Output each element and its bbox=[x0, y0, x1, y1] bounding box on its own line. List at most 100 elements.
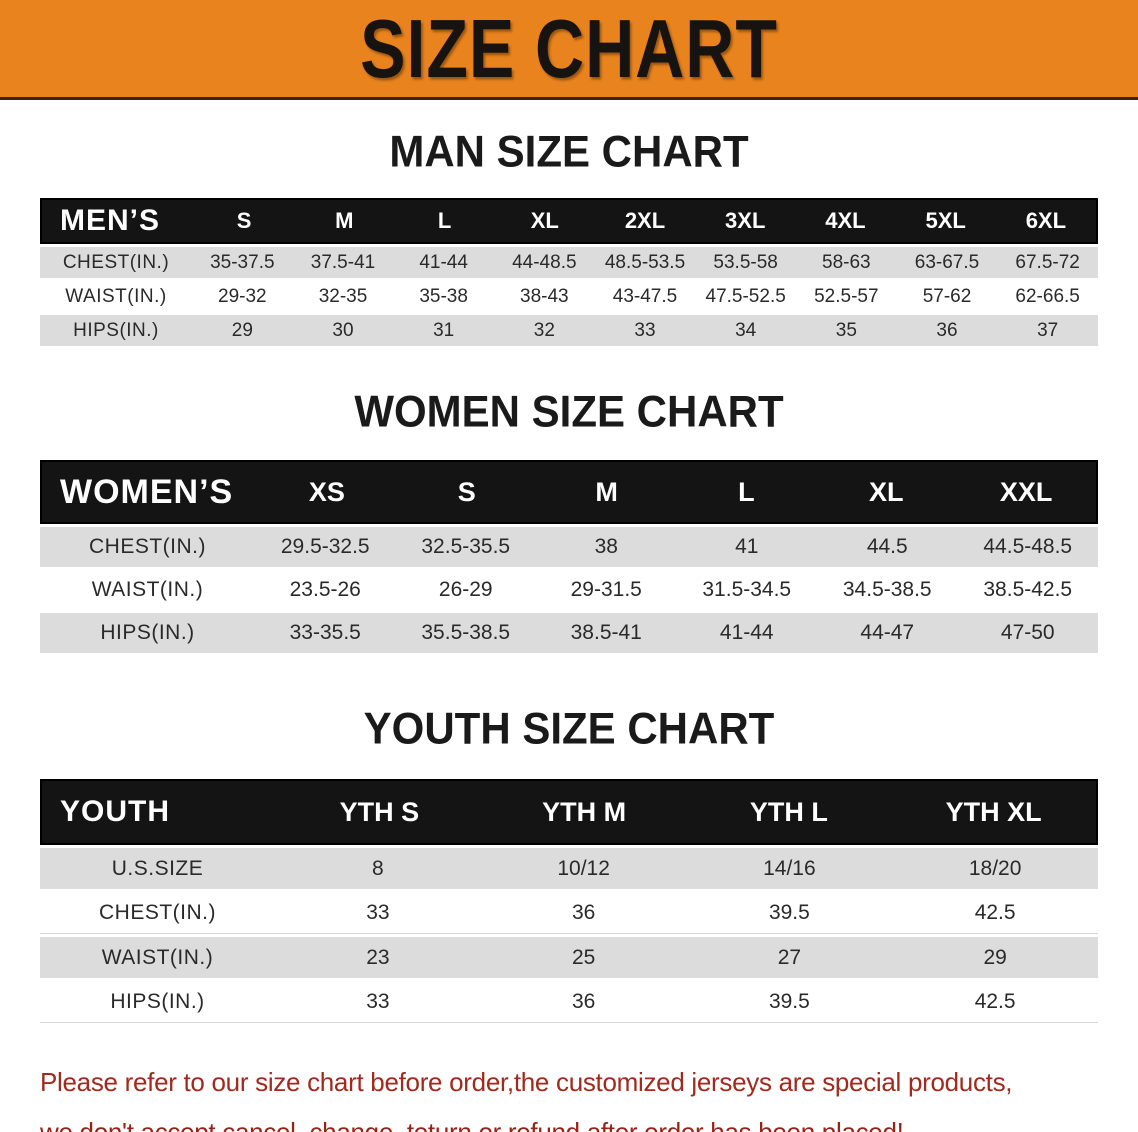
size-value-cell: 36 bbox=[936, 319, 958, 341]
page-title: SIZE CHART bbox=[360, 2, 778, 95]
size-value-cell: 26-29 bbox=[438, 578, 493, 601]
disclaimer-note: Please refer to our size chart before or… bbox=[40, 1057, 1138, 1132]
column-header: XL bbox=[530, 208, 559, 233]
column-header: XL bbox=[868, 476, 904, 507]
size-value-cell: 34 bbox=[735, 319, 757, 341]
size-value-cell: 18/20 bbox=[968, 856, 1022, 880]
size-value-cell: 33 bbox=[366, 989, 390, 1013]
size-value-cell: 29.5-32.5 bbox=[280, 535, 370, 558]
size-value-cell: 38-43 bbox=[520, 285, 569, 307]
size-value-cell: 32.5-35.5 bbox=[421, 535, 511, 558]
size-value-cell: 52.5-57 bbox=[814, 285, 879, 307]
column-header: XS bbox=[308, 476, 345, 507]
size-value-cell: 39.5 bbox=[768, 989, 810, 1013]
column-header: 2XL bbox=[624, 208, 666, 233]
size-value-cell: 29 bbox=[983, 945, 1007, 969]
size-value-cell: 48.5-53.5 bbox=[604, 251, 686, 273]
row-label: CHEST(IN.) bbox=[62, 251, 170, 273]
table-header-row: MEN’S S M L XL 2XL 3XL 4XL 5XL 6XL bbox=[40, 198, 1098, 244]
column-header: S bbox=[457, 476, 476, 507]
men-size-table: MEN’S S M L XL 2XL 3XL 4XL 5XL 6XL CHEST(IN.) 35-37… bbox=[40, 198, 1098, 346]
size-value-cell: 47.5-52.5 bbox=[705, 285, 786, 307]
size-value-cell: 41-44 bbox=[719, 621, 774, 644]
column-header: YTH M bbox=[542, 796, 627, 827]
size-value-cell: 57-62 bbox=[922, 285, 972, 307]
column-header: 6XL bbox=[1025, 208, 1067, 233]
row-label: HIPS(IN.) bbox=[110, 989, 205, 1013]
size-value-cell: 36 bbox=[571, 989, 596, 1013]
row-label: U.S.SIZE bbox=[111, 856, 204, 880]
youth-size-table: YOUTH YTH S YTH M YTH L YTH XL U.S.SIZE 8 10/12… bbox=[40, 779, 1098, 1023]
row-label: WAIST(IN.) bbox=[91, 578, 204, 601]
table-row: HIPS(IN.) 33 36 39.5 42.5 bbox=[40, 981, 1098, 1023]
size-value-cell: 35-37.5 bbox=[210, 251, 275, 273]
table-row: WAIST(IN.) 23.5-26 26-29 29-31.5 31.5-34.5 34… bbox=[40, 570, 1098, 610]
women-size-table: WOMEN’S XS S M L XL XXL CHEST(IN.) 29.5-32.5 32.5… bbox=[40, 460, 1098, 653]
size-value-cell: 23.5-26 bbox=[289, 578, 361, 601]
size-value-cell: 43-47.5 bbox=[612, 285, 678, 307]
youth-section-heading: YOUTH SIZE CHART bbox=[363, 703, 775, 754]
size-value-cell: 44.5-48.5 bbox=[983, 535, 1073, 558]
row-label: WAIST(IN.) bbox=[101, 945, 214, 969]
size-value-cell: 58-63 bbox=[822, 251, 871, 273]
row-label: WAIST(IN.) bbox=[65, 285, 167, 307]
size-value-cell: 25 bbox=[571, 945, 596, 969]
disclaimer-line-2: we don't accept cancel, change, teturn o… bbox=[40, 1117, 904, 1132]
size-value-cell: 32-35 bbox=[318, 285, 368, 307]
size-value-cell: 39.5 bbox=[768, 900, 810, 924]
table-header-row: YOUTH YTH S YTH M YTH L YTH XL bbox=[40, 779, 1098, 845]
size-value-cell: 63-67.5 bbox=[914, 251, 980, 273]
size-value-cell: 67.5-72 bbox=[1015, 251, 1080, 273]
table-group-label: MEN’S bbox=[60, 204, 161, 237]
size-value-cell: 44-47 bbox=[860, 621, 915, 644]
size-value-cell: 62-66.5 bbox=[1015, 285, 1080, 307]
column-header: S bbox=[236, 208, 252, 233]
row-label: HIPS(IN.) bbox=[73, 319, 159, 341]
table-header-row: WOMEN’S XS S M L XL XXL bbox=[40, 460, 1098, 524]
size-value-cell: 37.5-41 bbox=[310, 251, 376, 273]
size-value-cell: 10/12 bbox=[557, 856, 610, 880]
column-header: 5XL bbox=[925, 208, 966, 233]
table-row: CHEST(IN.) 29.5-32.5 32.5-35.5 38 41 44.5 44.5… bbox=[40, 527, 1098, 567]
column-header: 3XL bbox=[725, 208, 766, 233]
table-row: HIPS(IN.) 29 30 31 32 33 34 35 36 37 bbox=[40, 315, 1098, 346]
size-value-cell: 41 bbox=[735, 535, 759, 558]
column-header: YTH L bbox=[749, 796, 828, 827]
column-header: M bbox=[335, 208, 354, 233]
table-row: U.S.SIZE 8 10/12 14/16 18/20 bbox=[40, 848, 1098, 889]
size-value-cell: 53.5-58 bbox=[713, 251, 778, 273]
column-header: M bbox=[595, 476, 618, 507]
banner: SIZE CHART bbox=[0, 0, 1138, 100]
size-value-cell: 34.5-38.5 bbox=[842, 578, 932, 601]
column-header: L bbox=[437, 208, 452, 233]
size-value-cell: 29-32 bbox=[218, 285, 267, 307]
column-header: YTH S bbox=[339, 796, 420, 827]
column-header: XXL bbox=[999, 476, 1053, 507]
row-label: HIPS(IN.) bbox=[100, 621, 195, 644]
size-value-cell: 47-50 bbox=[1000, 621, 1055, 644]
table-row: WAIST(IN.) 29-32 32-35 35-38 38-43 43-47.5 47.… bbox=[40, 281, 1098, 312]
size-value-cell: 44.5 bbox=[866, 535, 908, 558]
size-value-cell: 23 bbox=[366, 945, 390, 969]
size-value-cell: 30 bbox=[332, 319, 354, 341]
size-value-cell: 35 bbox=[835, 319, 857, 341]
size-value-cell: 33-35.5 bbox=[289, 621, 361, 644]
table-row: CHEST(IN.) 35-37.5 37.5-41 41-44 44-48.5 48.5… bbox=[40, 247, 1098, 278]
size-value-cell: 29 bbox=[231, 319, 253, 341]
women-section-heading: WOMEN SIZE CHART bbox=[354, 386, 784, 437]
column-header: L bbox=[738, 476, 755, 507]
column-header: 4XL bbox=[825, 208, 866, 233]
size-value-cell: 35.5-38.5 bbox=[421, 621, 511, 644]
row-label: CHEST(IN.) bbox=[99, 900, 216, 924]
table-group-label: YOUTH bbox=[60, 795, 170, 828]
size-value-cell: 31 bbox=[433, 319, 455, 341]
size-value-cell: 38 bbox=[594, 535, 618, 558]
size-value-cell: 36 bbox=[571, 900, 596, 924]
size-value-cell: 44-48.5 bbox=[512, 251, 577, 273]
table-row: WAIST(IN.) 23 25 27 29 bbox=[40, 937, 1098, 978]
row-label: CHEST(IN.) bbox=[89, 535, 206, 558]
table-row: CHEST(IN.) 33 36 39.5 42.5 bbox=[40, 892, 1098, 934]
size-value-cell: 33 bbox=[366, 900, 390, 924]
size-value-cell: 42.5 bbox=[974, 989, 1016, 1013]
